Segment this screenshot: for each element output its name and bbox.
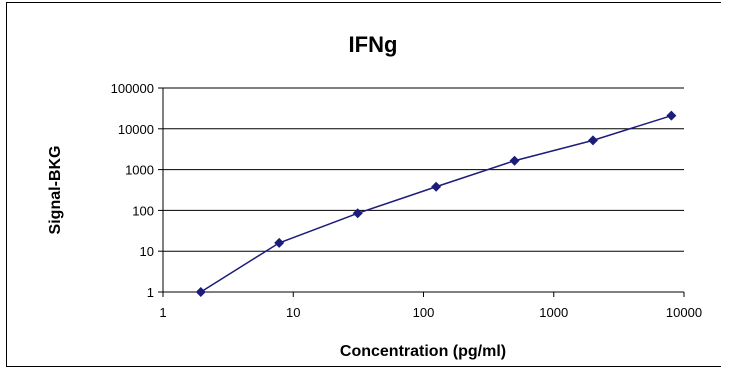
data-point [666, 110, 677, 121]
y-tick-labels: 1 10 100 1000 10000 100000 [111, 81, 154, 300]
series-line [200, 114, 672, 293]
x-tick-labels: 1 10 100 1000 10000 [159, 305, 702, 320]
x-tick-label: 10 [286, 305, 300, 320]
y-tick-label: 10 [140, 244, 154, 259]
y-tick-label: 100000 [111, 81, 154, 96]
x-tick-label: 1000 [539, 305, 568, 320]
data-point [587, 135, 598, 146]
data-point [195, 287, 206, 297]
data-point [352, 208, 363, 219]
x-tick-label: 100 [413, 305, 435, 320]
y-tick-label: 1000 [125, 163, 154, 178]
axes [158, 87, 685, 297]
x-tick-label: 1 [159, 305, 166, 320]
y-tick-label: 10000 [118, 122, 154, 137]
data-point [274, 237, 285, 248]
y-tick-label: 1 [147, 285, 154, 300]
chart-title: IFNg [349, 32, 398, 57]
y-axis-label: Signal-BKG [47, 146, 64, 235]
grid [163, 87, 684, 252]
data-point [431, 181, 442, 192]
data-point [509, 155, 520, 166]
y-tick-label: 100 [132, 203, 154, 218]
chart-frame [6, 2, 721, 367]
series-points [195, 110, 677, 297]
x-tick-label: 10000 [666, 305, 702, 320]
x-axis-label: Concentration (pg/ml) [340, 343, 506, 360]
